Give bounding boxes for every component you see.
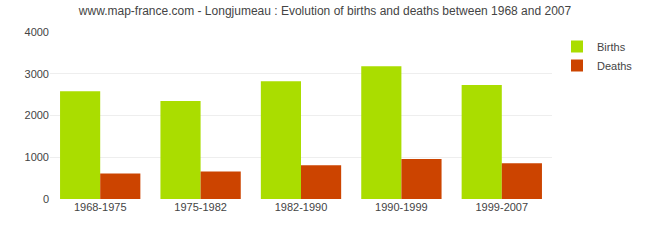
- svg-text:www.map-france.com - Longjumea: www.map-france.com - Longjumeau : Evolut…: [78, 4, 572, 18]
- svg-text:Births: Births: [597, 41, 626, 53]
- svg-text:Deaths: Deaths: [597, 60, 632, 72]
- svg-text:1968-1975: 1968-1975: [74, 201, 127, 213]
- svg-text:4000: 4000: [25, 26, 49, 38]
- svg-text:1000: 1000: [25, 151, 49, 163]
- svg-text:2000: 2000: [25, 109, 49, 121]
- svg-text:0: 0: [43, 193, 49, 205]
- svg-text:1982-1990: 1982-1990: [275, 201, 328, 213]
- svg-text:1999-2007: 1999-2007: [475, 201, 528, 213]
- svg-text:3000: 3000: [25, 68, 49, 80]
- svg-text:1975-1982: 1975-1982: [174, 201, 227, 213]
- svg-text:1990-1999: 1990-1999: [375, 201, 428, 213]
